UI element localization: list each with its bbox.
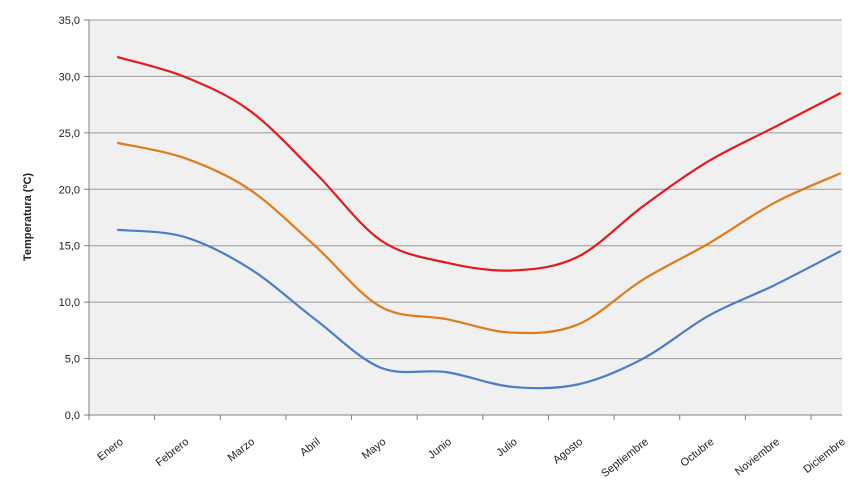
x-tick-label: Noviembre	[733, 436, 782, 478]
x-tick-label: Junio	[426, 436, 454, 462]
y-tick-label: 15,0	[59, 241, 80, 253]
y-axis-ticks: 0,0 5,0 10,0 15,0 20,0 25,0 30,0 35,0	[59, 15, 842, 422]
x-axis-ticks: Enero Febrero Marzo Abril Mayo Junio Julio Agos…	[88, 415, 848, 480]
x-tick-label: Marzo	[226, 436, 257, 464]
x-tick-label: Enero	[95, 436, 126, 464]
y-tick-label: 10,0	[59, 297, 80, 309]
grid-lines	[89, 19, 842, 416]
x-tick-label: Agosto	[551, 436, 585, 467]
y-tick-label: 0,0	[65, 410, 80, 422]
series-lines	[116, 56, 842, 390]
x-tick-label: Mayo	[360, 436, 389, 462]
x-tick-label: Diciembre	[801, 436, 847, 476]
series-line-2	[116, 141, 842, 335]
x-tick-label: Septiembre	[599, 436, 651, 480]
x-tick-label: Febrero	[154, 436, 192, 469]
plot-area	[89, 20, 842, 415]
series-line-1	[116, 56, 842, 272]
x-tick-label: Octubre	[678, 436, 716, 470]
series-line-3	[116, 228, 842, 390]
x-tick-label: Abril	[298, 436, 323, 459]
y-tick-label: 20,0	[59, 184, 80, 196]
y-tick-label: 35,0	[59, 15, 80, 27]
y-axis-label: Temperatura (ºC)	[22, 173, 34, 261]
x-tick-label: Julio	[494, 436, 519, 459]
y-tick-label: 5,0	[65, 354, 80, 366]
y-tick-label: 30,0	[59, 71, 80, 83]
y-tick-label: 25,0	[59, 128, 80, 140]
